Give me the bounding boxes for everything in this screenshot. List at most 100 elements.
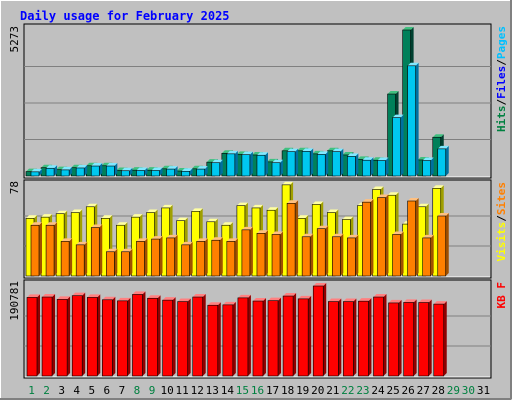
bar-pages-day-4 — [75, 164, 88, 177]
legend-visits: Visits — [495, 222, 508, 262]
legend-separator: / — [495, 59, 508, 66]
bar-kb-f-day-21 — [327, 298, 342, 377]
bar-sites-day-5 — [90, 224, 103, 277]
panel-legend: KB F — [495, 282, 508, 309]
bar-pages-day-26 — [407, 62, 419, 177]
bar-pages-day-13 — [211, 159, 223, 177]
bar-kb-f-day-9 — [147, 295, 161, 377]
legend-separator: / — [495, 99, 508, 106]
bar-sites-day-27 — [422, 234, 434, 277]
x-tick-label: 8 — [134, 384, 141, 397]
x-tick-label: 20 — [311, 384, 324, 397]
bar-kb-f-day-6 — [102, 296, 116, 377]
bar-kb-f-day-24 — [373, 294, 387, 377]
bar-kb-f-day-15 — [237, 294, 251, 377]
bar-pages-day-15 — [241, 151, 253, 177]
bar-sites-day-13 — [211, 237, 223, 277]
x-tick-label: 5 — [88, 384, 95, 397]
x-tick-label: 27 — [417, 384, 430, 397]
bar-sites-day-14 — [226, 238, 238, 277]
bar-pages-day-17 — [271, 159, 284, 177]
bar-kb-f-day-25 — [388, 299, 402, 377]
bar-pages-day-7 — [121, 167, 133, 177]
legend-sites: Sites — [495, 182, 508, 215]
bar-kb-f-day-14 — [222, 301, 236, 377]
bar-kb-f-day-4 — [71, 292, 86, 377]
bar-pages-day-27 — [422, 157, 434, 177]
x-tick-label: 1 — [28, 384, 35, 397]
x-tick-label: 21 — [326, 384, 339, 397]
bar-kb-f-day-18 — [282, 293, 297, 377]
bar-pages-day-25 — [392, 114, 404, 177]
x-tick-label: 30 — [462, 384, 475, 397]
bar-sites-day-2 — [45, 222, 58, 277]
x-tick-label: 13 — [206, 384, 219, 397]
panel-3: 190781 KB F — [8, 279, 508, 379]
y-max-label: 190781 — [8, 281, 21, 321]
bar-kb-f-day-7 — [117, 297, 131, 377]
bar-sites-day-25 — [392, 231, 404, 277]
bar-pages-day-12 — [196, 166, 208, 177]
bar-sites-day-6 — [106, 248, 118, 277]
x-tick-label: 19 — [296, 384, 309, 397]
bar-sites-day-9 — [151, 236, 163, 277]
x-tick-label: 18 — [281, 384, 294, 397]
x-tick-label: 31 — [477, 384, 490, 397]
x-tick-label: 3 — [58, 384, 65, 397]
bar-sites-day-26 — [407, 198, 419, 277]
bar-kb-f-day-17 — [267, 297, 282, 377]
bar-sites-day-23 — [362, 199, 374, 277]
x-tick-label: 15 — [236, 384, 249, 397]
x-tick-label: 10 — [160, 384, 173, 397]
bar-sites-day-18 — [286, 200, 299, 277]
x-tick-label: 11 — [176, 384, 189, 397]
bar-pages-day-14 — [226, 150, 238, 177]
bar-kb-f-day-13 — [207, 302, 221, 377]
bar-sites-day-28 — [437, 213, 449, 277]
bar-pages-day-10 — [166, 166, 178, 177]
bar-kb-f-day-27 — [418, 299, 432, 377]
bar-sites-day-3 — [60, 238, 73, 277]
bar-pages-day-11 — [181, 168, 193, 177]
bar-pages-day-2 — [45, 165, 58, 177]
bar-kb-f-day-11 — [177, 298, 191, 377]
bar-sites-day-10 — [166, 234, 178, 277]
bar-sites-day-12 — [196, 238, 208, 277]
x-tick-label: 14 — [221, 384, 235, 397]
bar-sites-day-17 — [271, 231, 284, 277]
bar-pages-day-3 — [60, 166, 73, 177]
x-tick-label: 6 — [104, 384, 111, 397]
bar-kb-f-day-28 — [433, 301, 447, 377]
legend-hits: Hits — [495, 106, 508, 133]
bar-kb-f-day-19 — [297, 295, 312, 377]
x-tick-label: 9 — [149, 384, 156, 397]
bar-kb-f-day-3 — [56, 296, 71, 377]
y-max-label: 5273 — [8, 26, 21, 53]
bar-kb-f-day-8 — [132, 291, 146, 377]
legend-kb-f: KB F — [495, 282, 508, 309]
bar-kb-f-day-12 — [192, 294, 206, 377]
panel-2: 78 Visits/Sites — [8, 179, 508, 279]
bar-sites-day-4 — [75, 241, 88, 277]
x-tick-label: 24 — [371, 384, 385, 397]
bar-pages-day-5 — [90, 163, 103, 177]
bar-kb-f-day-5 — [86, 294, 101, 377]
panel-legend: Hits/Files/Pages — [495, 26, 508, 132]
x-tick-label: 4 — [73, 384, 80, 397]
bar-sites-day-8 — [136, 238, 148, 277]
bar-sites-day-20 — [316, 225, 329, 277]
bar-kb-f-day-10 — [162, 297, 176, 377]
legend-files: Files — [495, 66, 508, 99]
bar-sites-day-1 — [30, 222, 42, 277]
bar-sites-day-21 — [331, 233, 344, 277]
bar-kb-f-day-23 — [358, 298, 372, 377]
x-tick-label: 2 — [43, 384, 50, 397]
bar-pages-day-24 — [377, 157, 389, 177]
bar-kb-f-day-2 — [41, 294, 56, 377]
bar-pages-day-21 — [331, 148, 344, 177]
bar-pages-day-8 — [136, 167, 148, 177]
panel-legend: Visits/Sites — [495, 182, 508, 262]
bar-pages-day-16 — [256, 152, 268, 177]
